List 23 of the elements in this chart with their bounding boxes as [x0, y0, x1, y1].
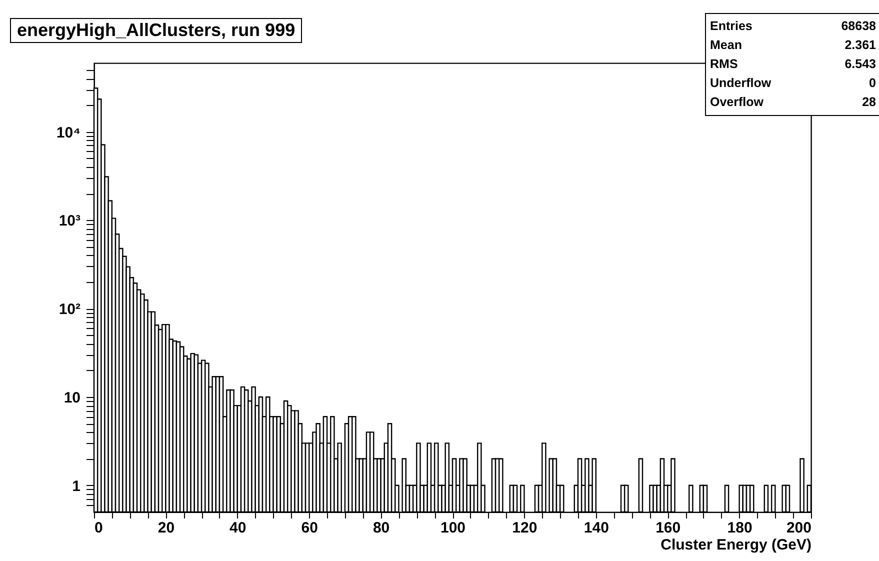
x-tick-label: 200: [786, 520, 812, 536]
text: Entries 68638: [710, 19, 876, 33]
x-tick-label: 160: [656, 520, 681, 536]
x-tick-label: 0: [94, 520, 103, 536]
x-tick-label: 140: [584, 520, 609, 536]
text: Overflow 28: [710, 95, 876, 109]
text: RMS 6.543: [710, 57, 876, 71]
y-tick-label: 1: [72, 478, 80, 495]
chart-title: energyHigh_AllClusters, run 999: [10, 18, 302, 43]
y-tick-label: 10⁴: [56, 124, 80, 142]
x-tick-label: 40: [230, 520, 246, 536]
x-tick-label: 60: [301, 520, 318, 536]
x-tick-label: 20: [158, 520, 175, 536]
y-tick-label: 10³: [58, 212, 80, 230]
x-tick-label: 80: [372, 520, 390, 536]
y-tick-label: 10²: [58, 301, 80, 318]
x-tick-label: 100: [440, 520, 466, 536]
text: Mean 2.361: [710, 38, 876, 52]
x-tick-label: 120: [512, 520, 538, 536]
text: Underflow 0: [710, 76, 876, 90]
x-axis-title: Cluster Energy (GeV): [660, 536, 812, 554]
x-tick-label: 180: [727, 520, 752, 536]
y-tick-label: 10: [64, 389, 80, 406]
